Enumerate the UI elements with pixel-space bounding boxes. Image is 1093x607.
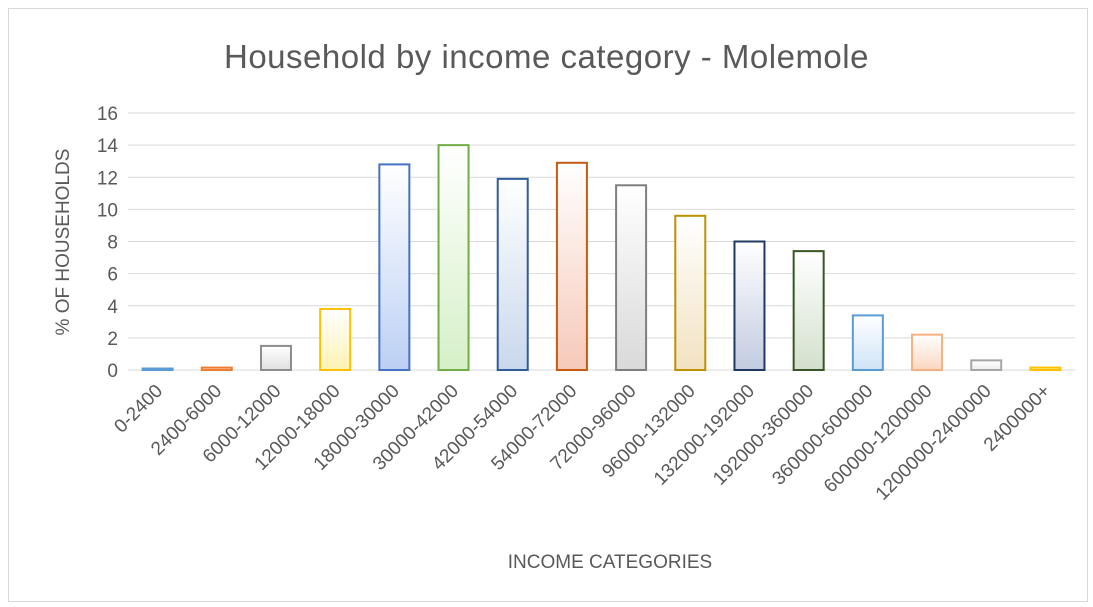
bar (555, 161, 588, 371)
y-tick-label: 16 (97, 104, 118, 125)
y-tick-label: 0 (107, 361, 118, 382)
bar (259, 344, 292, 371)
y-tick-label: 8 (107, 233, 118, 254)
x-tick-label: 0-2400 (110, 381, 167, 438)
bar (1029, 366, 1062, 372)
bar (733, 240, 766, 371)
bar (319, 307, 352, 371)
y-tick-label: 10 (97, 200, 118, 221)
bar (911, 333, 944, 372)
bar (851, 314, 884, 372)
bar (437, 144, 470, 371)
y-tick-label: 2 (107, 329, 118, 350)
x-tick-label: 1200000-2400000 (872, 381, 996, 505)
bar (970, 359, 1003, 371)
bar (615, 184, 648, 371)
y-tick-label: 14 (97, 136, 119, 157)
x-tick-label: 192000-360000 (709, 381, 818, 490)
y-tick-label: 4 (107, 297, 118, 318)
x-axis-label: INCOME CATEGORIES (507, 552, 713, 573)
bar (674, 214, 707, 371)
y-tick-label: 6 (107, 265, 118, 286)
x-tick-label: 600000-1200000 (820, 381, 936, 497)
chart-title: Household by income category - Molemole (224, 38, 869, 75)
x-tick-label: 132000-192000 (650, 381, 759, 490)
bar (141, 367, 174, 371)
x-tick-label: 360000-600000 (768, 381, 877, 490)
bar (200, 366, 233, 372)
chart-area (8, 8, 1088, 602)
bar (496, 177, 529, 371)
bar (378, 163, 411, 371)
y-tick-label: 12 (97, 168, 118, 189)
bar (792, 250, 825, 371)
